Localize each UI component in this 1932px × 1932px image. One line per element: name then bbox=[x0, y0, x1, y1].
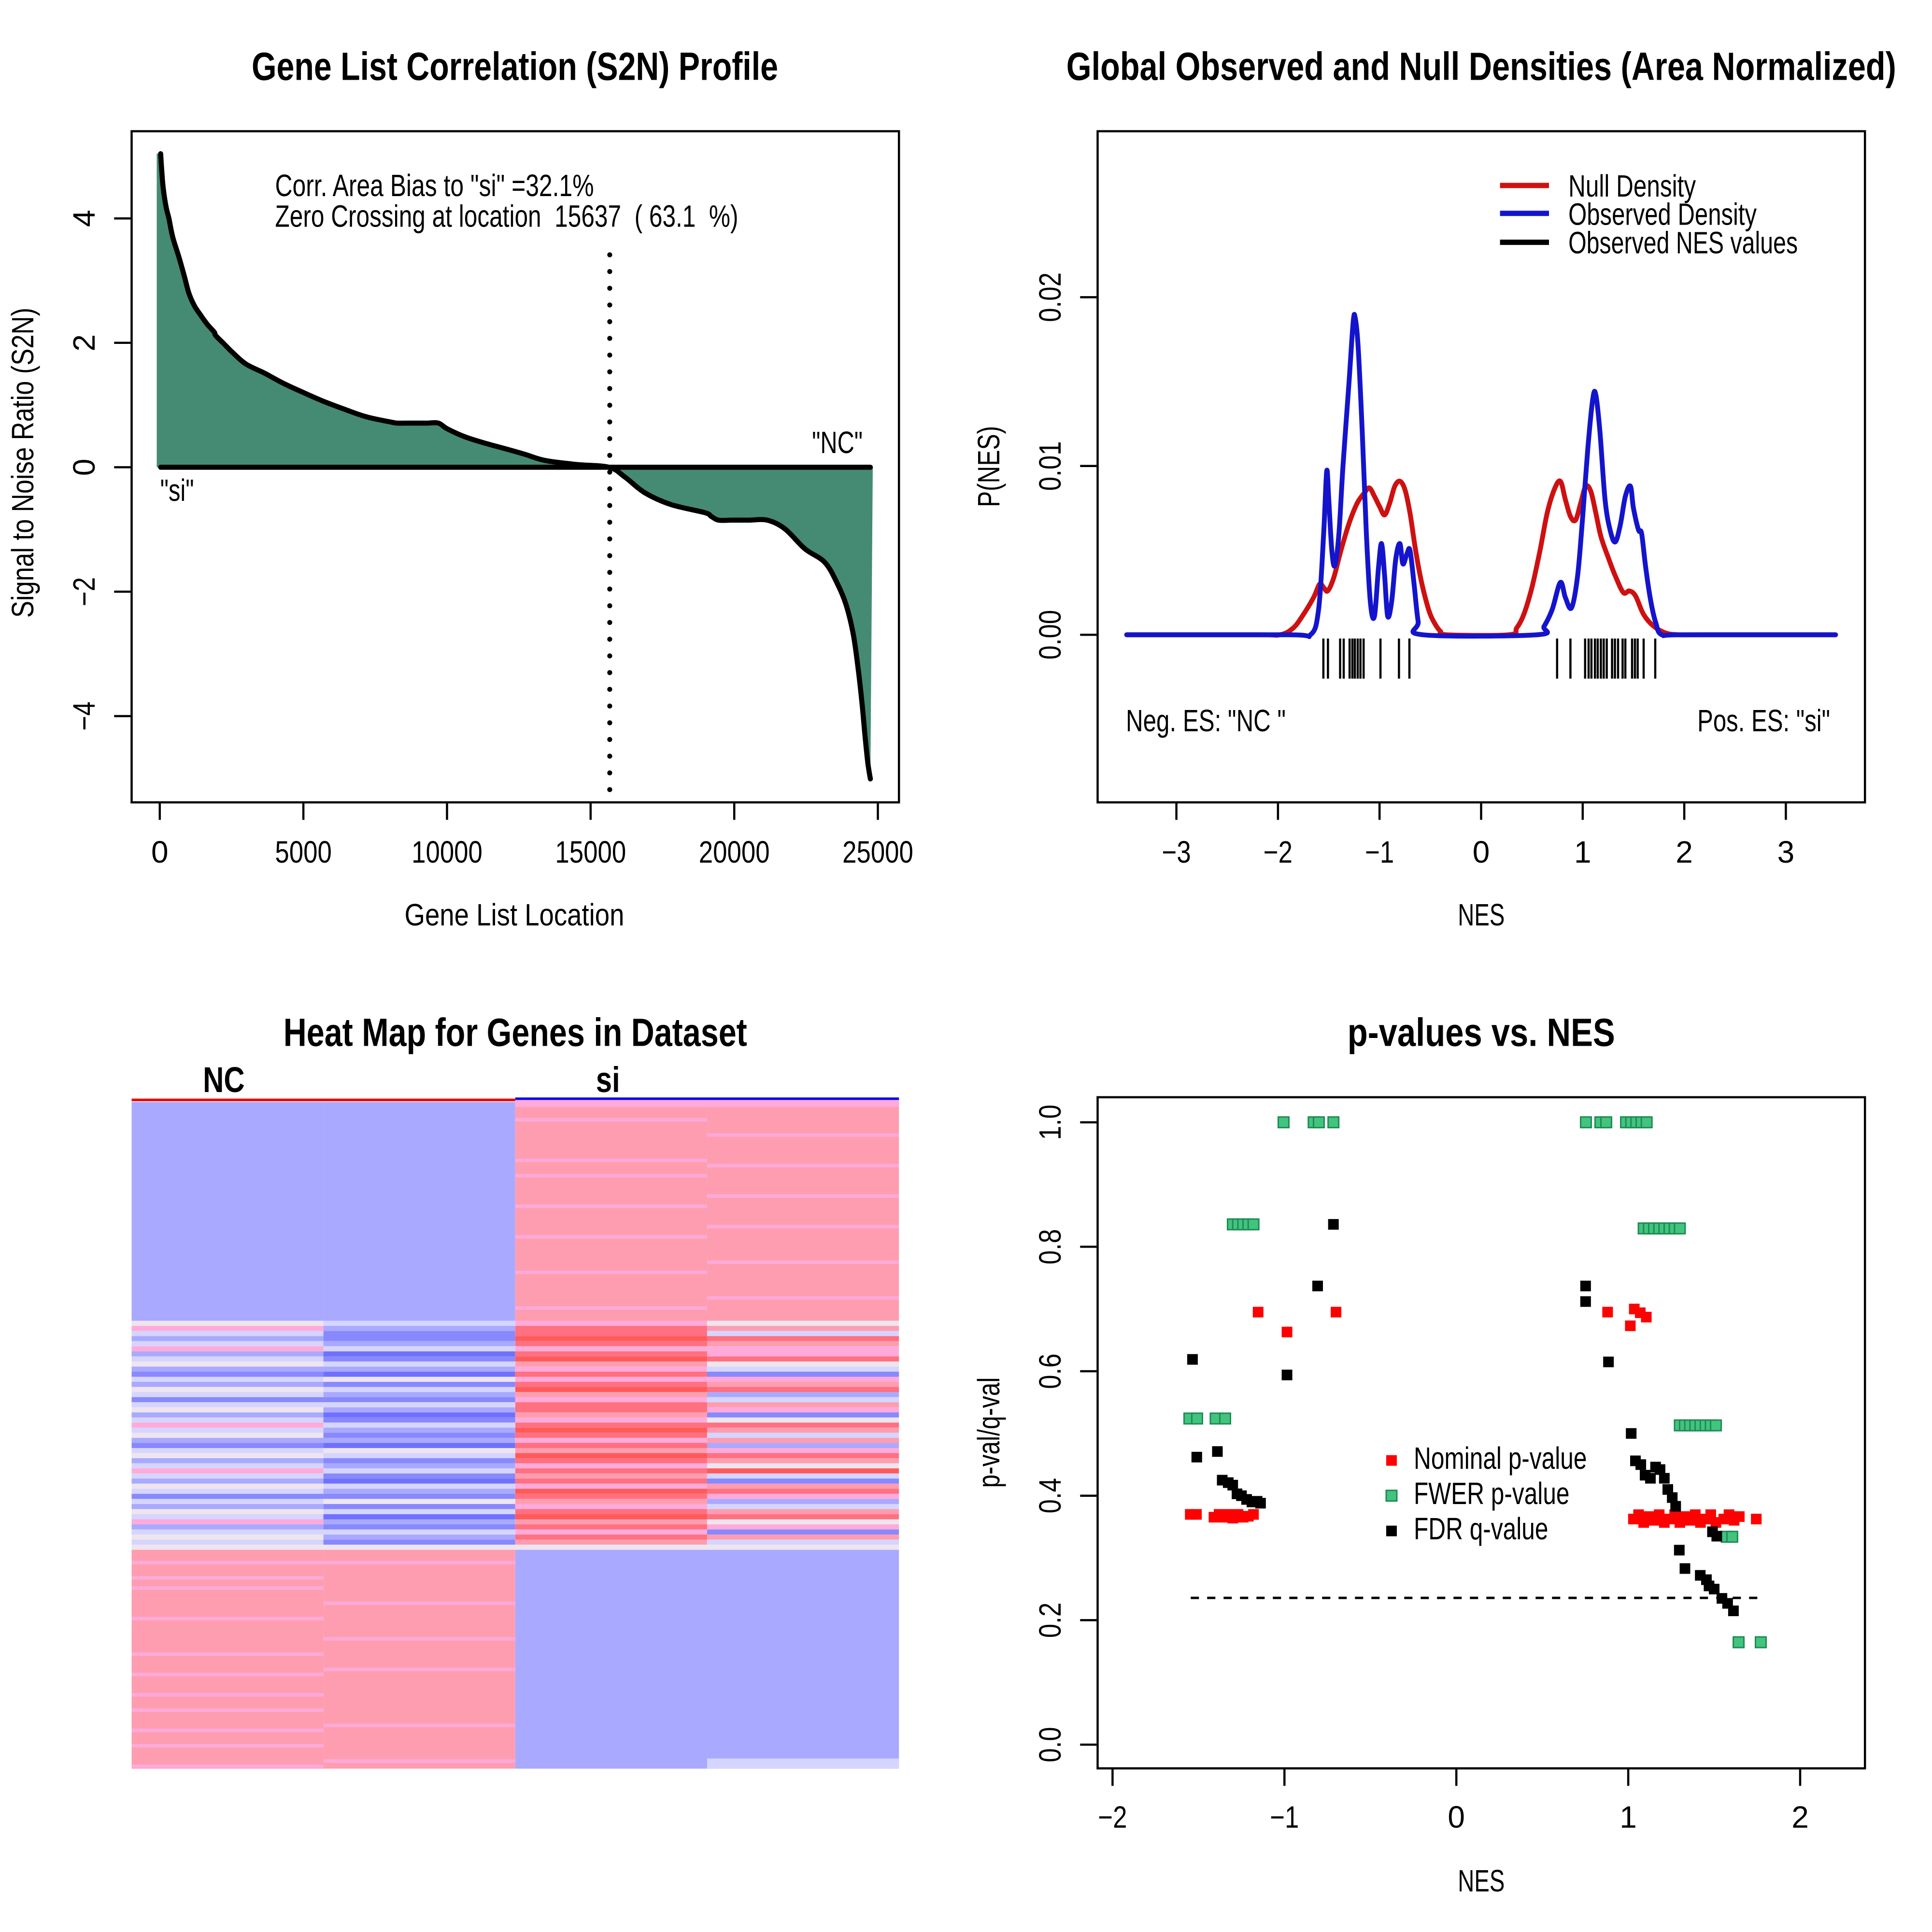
svg-text:Nominal p-value: Nominal p-value bbox=[1414, 1441, 1587, 1476]
svg-text:1: 1 bbox=[1574, 835, 1591, 869]
svg-text:3: 3 bbox=[1777, 835, 1795, 869]
svg-text:Observed NES values: Observed NES values bbox=[1568, 226, 1798, 260]
svg-text:FWER p-value: FWER p-value bbox=[1414, 1476, 1570, 1511]
svg-text:NES: NES bbox=[1458, 897, 1505, 932]
svg-text:FDR q-value: FDR q-value bbox=[1414, 1511, 1548, 1546]
svg-text:1: 1 bbox=[1619, 1800, 1637, 1834]
svg-text:5000: 5000 bbox=[275, 835, 332, 869]
svg-text:P(NES): P(NES) bbox=[971, 426, 1006, 507]
svg-text:0: 0 bbox=[151, 835, 169, 869]
svg-text:2: 2 bbox=[1676, 835, 1693, 869]
svg-text:Zero Crossing at location 156: Zero Crossing at location 15637 ( 63.1 %… bbox=[275, 199, 739, 234]
svg-text:Global Observed and Null Densi: Global Observed and Null Densities (Area… bbox=[1066, 45, 1896, 89]
svg-text:NC: NC bbox=[203, 1060, 245, 1100]
svg-text:Pos. ES: "si": Pos. ES: "si" bbox=[1697, 703, 1830, 738]
svg-text:Heat Map for Genes in Dataset: Heat Map for Genes in Dataset bbox=[284, 1011, 747, 1055]
svg-text:0.00: 0.00 bbox=[1033, 610, 1067, 660]
svg-text:4: 4 bbox=[67, 210, 101, 227]
svg-text:si: si bbox=[596, 1060, 620, 1100]
svg-text:Neg. ES: "NC ": Neg. ES: "NC " bbox=[1126, 703, 1286, 738]
svg-text:0.0: 0.0 bbox=[1033, 1727, 1067, 1762]
svg-text:−4: −4 bbox=[67, 702, 101, 731]
svg-text:0: 0 bbox=[1448, 1800, 1465, 1834]
svg-text:2: 2 bbox=[1791, 1800, 1809, 1834]
svg-text:0.6: 0.6 bbox=[1033, 1353, 1067, 1389]
svg-text:−2: −2 bbox=[1264, 835, 1293, 869]
svg-text:Gene List Location: Gene List Location bbox=[405, 897, 625, 932]
svg-text:10000: 10000 bbox=[412, 835, 483, 869]
svg-text:−2: −2 bbox=[67, 577, 101, 606]
svg-text:NES: NES bbox=[1458, 1863, 1505, 1898]
svg-text:2: 2 bbox=[67, 334, 101, 352]
svg-text:15000: 15000 bbox=[555, 835, 626, 869]
svg-text:0.4: 0.4 bbox=[1033, 1478, 1067, 1513]
svg-text:0: 0 bbox=[67, 459, 101, 476]
svg-text:−1: −1 bbox=[1270, 1800, 1299, 1834]
svg-text:Gene List Correlation (S2N) Pr: Gene List Correlation (S2N) Profile bbox=[252, 45, 778, 89]
svg-text:0: 0 bbox=[1473, 835, 1490, 869]
svg-text:p-val/q-val: p-val/q-val bbox=[971, 1378, 1006, 1488]
svg-text:0.2: 0.2 bbox=[1033, 1603, 1067, 1638]
svg-text:"NC": "NC" bbox=[812, 425, 863, 460]
svg-text:Corr. Area Bias to "si" =32.1%: Corr. Area Bias to "si" =32.1% bbox=[275, 168, 594, 203]
svg-text:−1: −1 bbox=[1365, 835, 1394, 869]
svg-text:20000: 20000 bbox=[699, 835, 770, 869]
svg-text:−2: −2 bbox=[1098, 1800, 1127, 1834]
svg-text:−3: −3 bbox=[1162, 835, 1191, 869]
svg-text:p-values vs. NES: p-values vs. NES bbox=[1348, 1011, 1615, 1055]
svg-text:0.02: 0.02 bbox=[1033, 272, 1067, 322]
svg-text:0.8: 0.8 bbox=[1033, 1229, 1067, 1264]
svg-text:Observed Density: Observed Density bbox=[1568, 197, 1757, 232]
svg-text:25000: 25000 bbox=[842, 835, 913, 869]
svg-text:1.0: 1.0 bbox=[1033, 1105, 1067, 1140]
svg-text:0.01: 0.01 bbox=[1033, 441, 1067, 491]
svg-text:Signal to Noise Ratio (S2N): Signal to Noise Ratio (S2N) bbox=[5, 308, 40, 618]
svg-text:Null Density: Null Density bbox=[1568, 169, 1696, 203]
svg-text:"si": "si" bbox=[160, 473, 194, 508]
